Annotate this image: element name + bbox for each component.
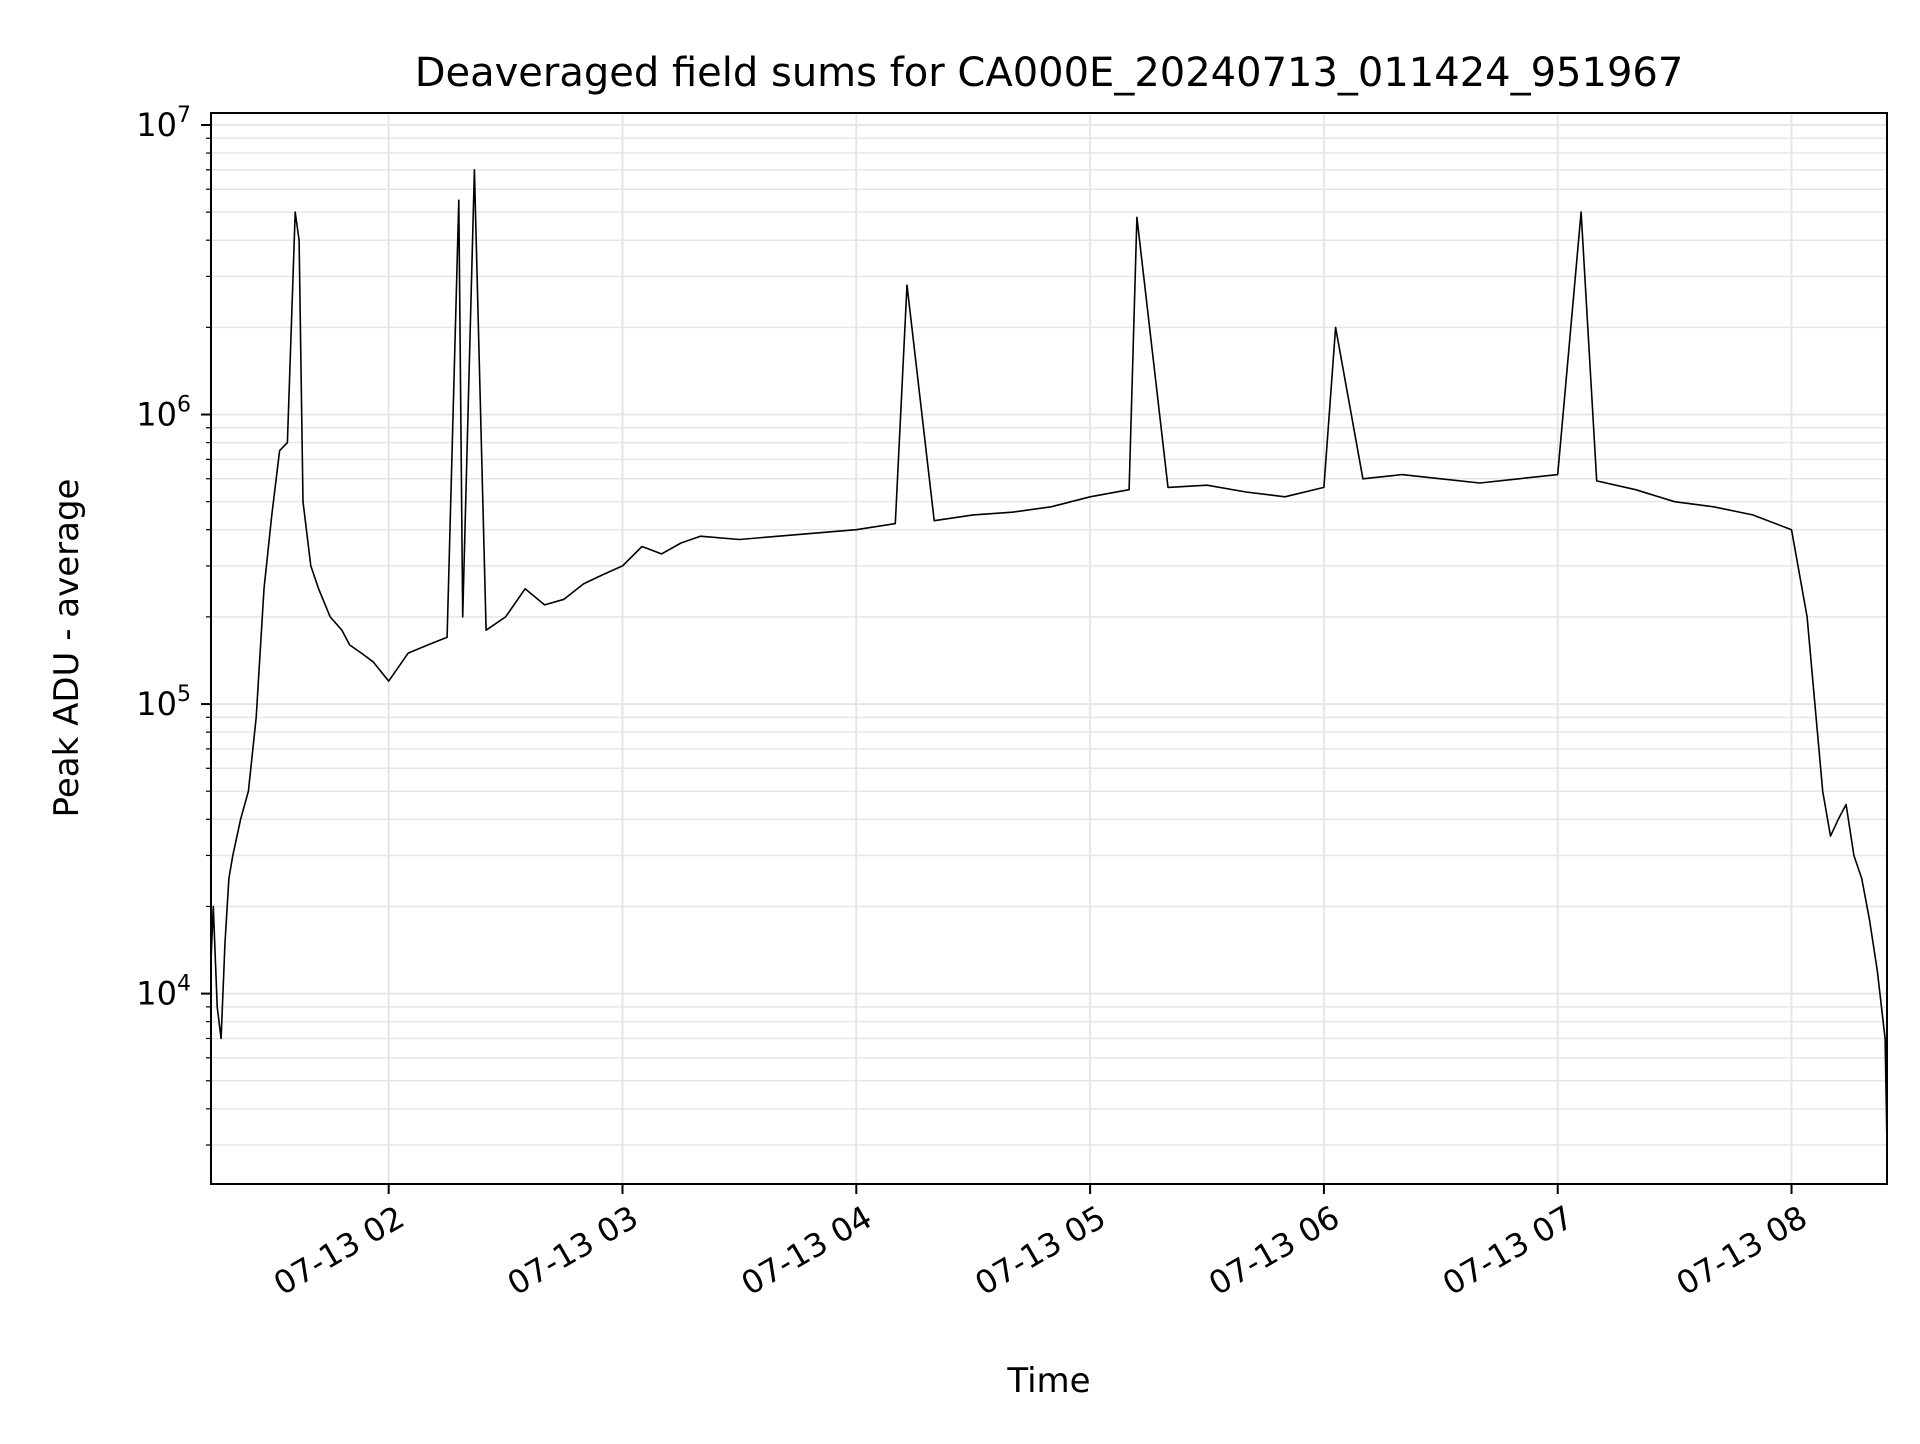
grid-lines <box>211 113 1887 1184</box>
y-tick-label: 107 <box>136 103 191 144</box>
x-axis-title: Time <box>1006 1361 1090 1401</box>
plot-frame <box>210 112 1888 1185</box>
y-tick-label: 104 <box>136 972 191 1013</box>
y-tick-label: 106 <box>136 393 191 434</box>
plot-area <box>210 169 1888 1146</box>
chart-title: Deaveraged field sums for CA000E_2024071… <box>415 50 1684 96</box>
y-axis-title: Peak ADU - average <box>47 479 87 818</box>
data-series-line <box>210 169 1888 1146</box>
y-axis: 104 105 106 107 <box>136 103 211 1146</box>
y-tick-label: 105 <box>136 682 191 723</box>
